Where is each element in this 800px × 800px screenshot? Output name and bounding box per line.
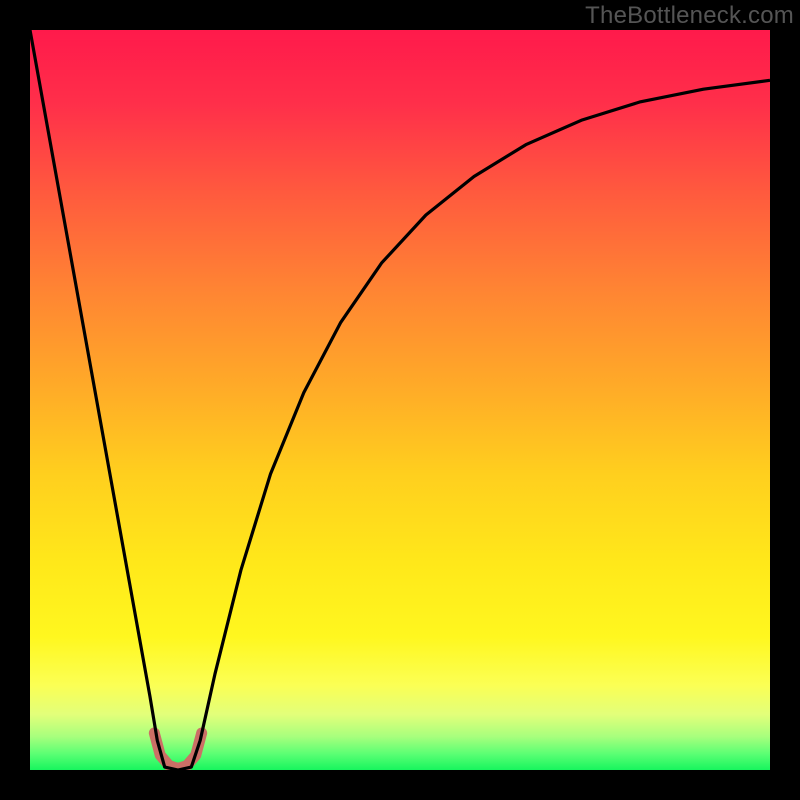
watermark-label: TheBottleneck.com xyxy=(585,0,800,30)
chart-frame: TheBottleneck.com xyxy=(0,0,800,800)
chart-background xyxy=(30,30,770,770)
chart-canvas xyxy=(0,0,800,800)
